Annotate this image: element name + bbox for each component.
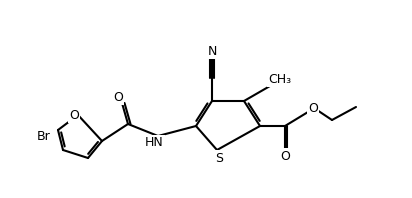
Text: O: O	[280, 149, 290, 163]
Text: S: S	[215, 151, 223, 165]
Text: O: O	[69, 109, 79, 122]
Text: Br: Br	[37, 129, 51, 143]
Text: CH₃: CH₃	[269, 72, 292, 86]
Text: N: N	[207, 45, 217, 57]
Text: O: O	[113, 90, 123, 104]
Text: HN: HN	[145, 136, 164, 149]
Text: O: O	[308, 102, 318, 114]
